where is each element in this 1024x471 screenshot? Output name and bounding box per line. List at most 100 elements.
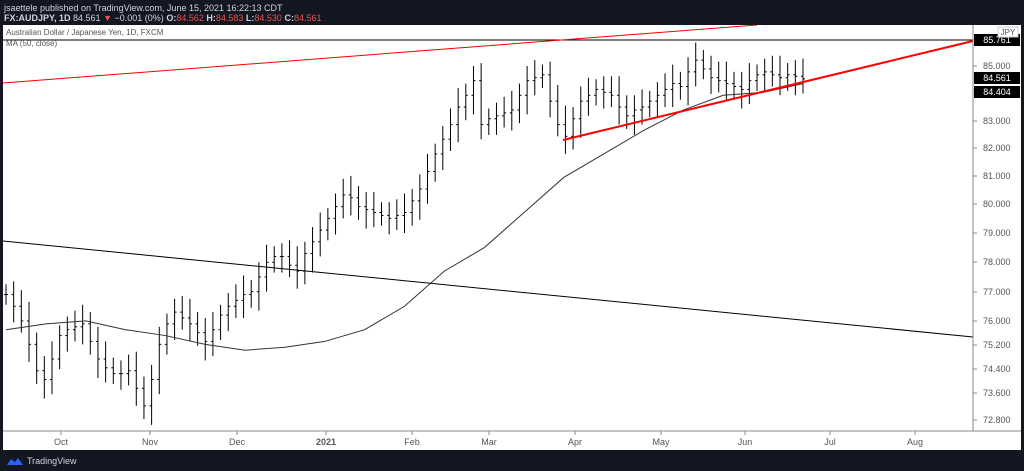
- low-value: 84.530: [254, 13, 282, 23]
- ohlc-bar: [379, 202, 384, 226]
- ohlc-bar: [111, 357, 116, 384]
- series-title: Australian Dollar / Japanese Yen, 1D, FX…: [6, 28, 164, 37]
- price-label-ma: [974, 86, 1020, 98]
- ohlc-bar: [318, 212, 323, 257]
- high-value: 84.583: [215, 13, 244, 23]
- ohlc-bar: [103, 341, 108, 383]
- x-tick-label: Aug: [907, 437, 923, 447]
- ohlc-bar: [164, 313, 169, 355]
- ohlc-bar: [72, 310, 77, 342]
- x-tick-label: 2021: [316, 437, 336, 447]
- ohlc-bar: [793, 60, 798, 96]
- ohlc-bar: [310, 227, 315, 273]
- ohlc-bar: [149, 364, 154, 425]
- ohlc-bar: [686, 57, 691, 106]
- ohlc-bar: [647, 90, 652, 118]
- ohlc-bar: [195, 312, 200, 346]
- trend-line-red-support: [562, 40, 974, 141]
- ohlc-bar: [747, 63, 752, 105]
- ohlc-bar: [755, 64, 760, 91]
- ohlc-bar: [678, 71, 683, 100]
- y-tick-label: 72.800: [983, 415, 1011, 425]
- ohlc-bar: [417, 174, 422, 220]
- ohlc-bar: [632, 95, 637, 135]
- ohlc-bar: [394, 199, 399, 231]
- ohlc-bar: [609, 76, 614, 108]
- ohlc-bar: [724, 61, 729, 102]
- brand-name[interactable]: TradingView: [27, 456, 77, 466]
- ohlc-bar: [624, 95, 629, 129]
- x-tick-label: Feb: [404, 437, 420, 447]
- ohlc-bar: [118, 360, 123, 390]
- indicator-label[interactable]: MA (50, close): [6, 39, 58, 48]
- ohlc-bar: [287, 240, 292, 277]
- ohlc-bar: [571, 107, 576, 150]
- ohlc-bar: [180, 296, 185, 330]
- y-tick-label: 74.400: [983, 364, 1011, 374]
- chart-legend: Australian Dollar / Japanese Yen, 1D, FX…: [6, 28, 163, 50]
- ohlc-bar: [157, 326, 162, 395]
- ohlc-bar: [709, 55, 714, 94]
- y-tick-label: 77.000: [983, 287, 1011, 297]
- ohlc-bar: [517, 83, 522, 124]
- price-label-text-top: 85.761: [983, 35, 1011, 45]
- ohlc-bar: [732, 71, 737, 100]
- ohlc-bar: [80, 304, 85, 345]
- ohlc-bar: [716, 61, 721, 93]
- y-tick-label: 79.000: [983, 228, 1011, 238]
- price-label-last: [974, 72, 1020, 84]
- x-tick-label: Mar: [481, 437, 497, 447]
- ohlc-bar: [34, 332, 39, 384]
- ohlc-bar: [387, 202, 392, 235]
- symbol[interactable]: FX:AUDJPY, 1D: [4, 13, 71, 23]
- ohlc-bar: [663, 73, 668, 108]
- open-label: O:: [166, 13, 177, 23]
- ohlc-bar: [95, 326, 100, 379]
- ohlc-bar: [433, 143, 438, 182]
- ohlc-bar: [364, 191, 369, 229]
- trend-line-black: [2, 240, 974, 338]
- ohlc-bar: [410, 189, 415, 226]
- ohlc-bar: [272, 246, 277, 273]
- ohlc-bar: [11, 281, 16, 323]
- y-tick-label: 85.000: [983, 61, 1011, 71]
- ohlc-bar: [693, 42, 698, 87]
- ohlc-bar: [463, 83, 468, 121]
- symbol-info: FX:AUDJPY, 1D 84.561 ▼ −0.001 (0%) O:84.…: [4, 13, 321, 23]
- ohlc-bar: [218, 304, 223, 340]
- ohlc-bar: [126, 354, 131, 386]
- trend-line-red-upper: [2, 24, 758, 84]
- ohlc-bar: [801, 58, 805, 94]
- ohlc-bar: [402, 193, 407, 234]
- y-tick-label: 76.000: [983, 316, 1011, 326]
- ohlc-bar: [762, 58, 767, 91]
- ohlc-bar: [448, 108, 453, 151]
- price-label-text-ma: 84.404: [983, 87, 1011, 97]
- ohlc-bar: [578, 86, 583, 138]
- ohlc-bar: [333, 193, 338, 235]
- x-tick-label: Jul: [824, 437, 836, 447]
- footer: TradingView: [6, 456, 77, 466]
- ohlc-bar: [456, 87, 461, 143]
- ohlc-bar: [494, 102, 499, 135]
- ohlc-bar: [279, 243, 284, 273]
- change: −0.001 (0%): [114, 13, 164, 23]
- ohlc-bar: [295, 246, 300, 289]
- ohlc-bar: [701, 49, 706, 80]
- ohlc-bar: [532, 60, 537, 96]
- ohlc-bar: [670, 64, 675, 108]
- ohlc-bar: [264, 244, 269, 292]
- chart-canvas[interactable]: 85.000 83.000 82.000 81.000 80.000 79.000 78.0…: [2, 24, 1021, 450]
- ohlc-bar: [440, 126, 445, 171]
- currency-badge: [997, 26, 1019, 38]
- price-chart[interactable]: 85.000 83.000 82.000 81.000 80.000 79.000 78.0…: [2, 24, 1021, 450]
- high-label: H:: [206, 13, 216, 23]
- low-label: L:: [245, 13, 255, 23]
- ohlc-bar: [525, 66, 530, 115]
- y-tick-label: 73.600: [983, 388, 1011, 398]
- ohlc-bar: [770, 55, 775, 87]
- ohlc-bar: [19, 290, 24, 333]
- tradingview-cloud-icon: [7, 458, 23, 465]
- ohlc-bar: [486, 108, 491, 135]
- ohlc-bar: [302, 241, 307, 285]
